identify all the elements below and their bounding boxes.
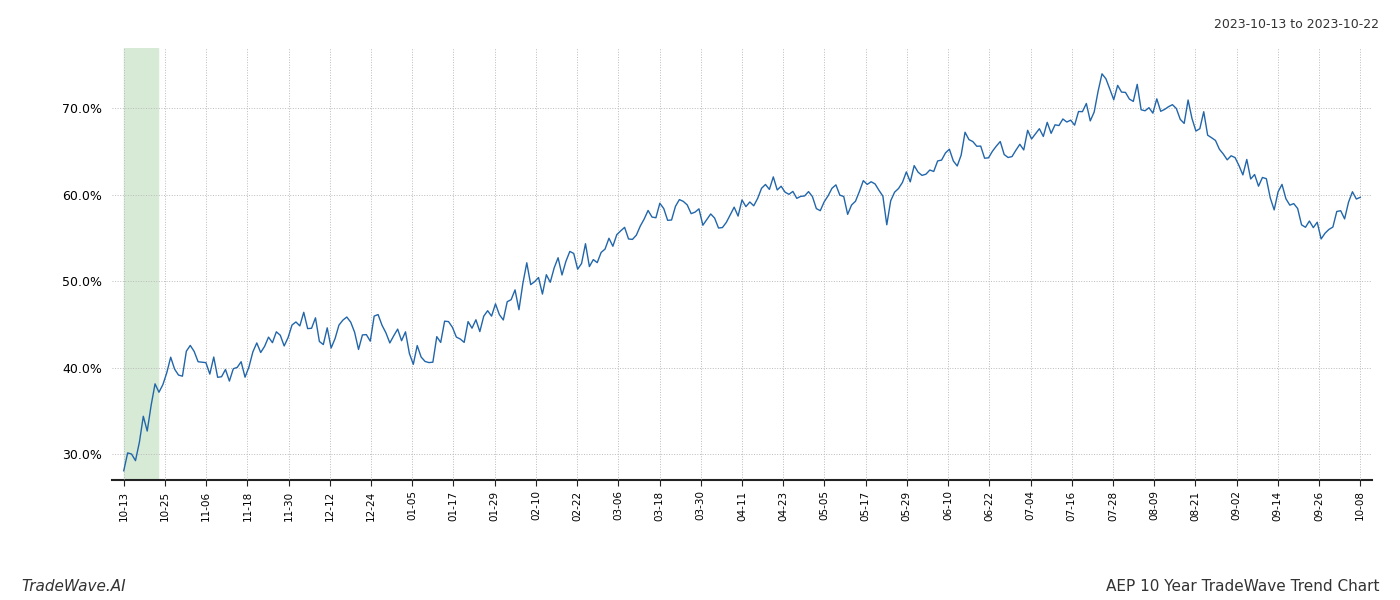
- Text: TradeWave.AI: TradeWave.AI: [21, 579, 126, 594]
- Text: AEP 10 Year TradeWave Trend Chart: AEP 10 Year TradeWave Trend Chart: [1106, 579, 1379, 594]
- Text: 2023-10-13 to 2023-10-22: 2023-10-13 to 2023-10-22: [1214, 18, 1379, 31]
- Bar: [123, 48, 158, 480]
